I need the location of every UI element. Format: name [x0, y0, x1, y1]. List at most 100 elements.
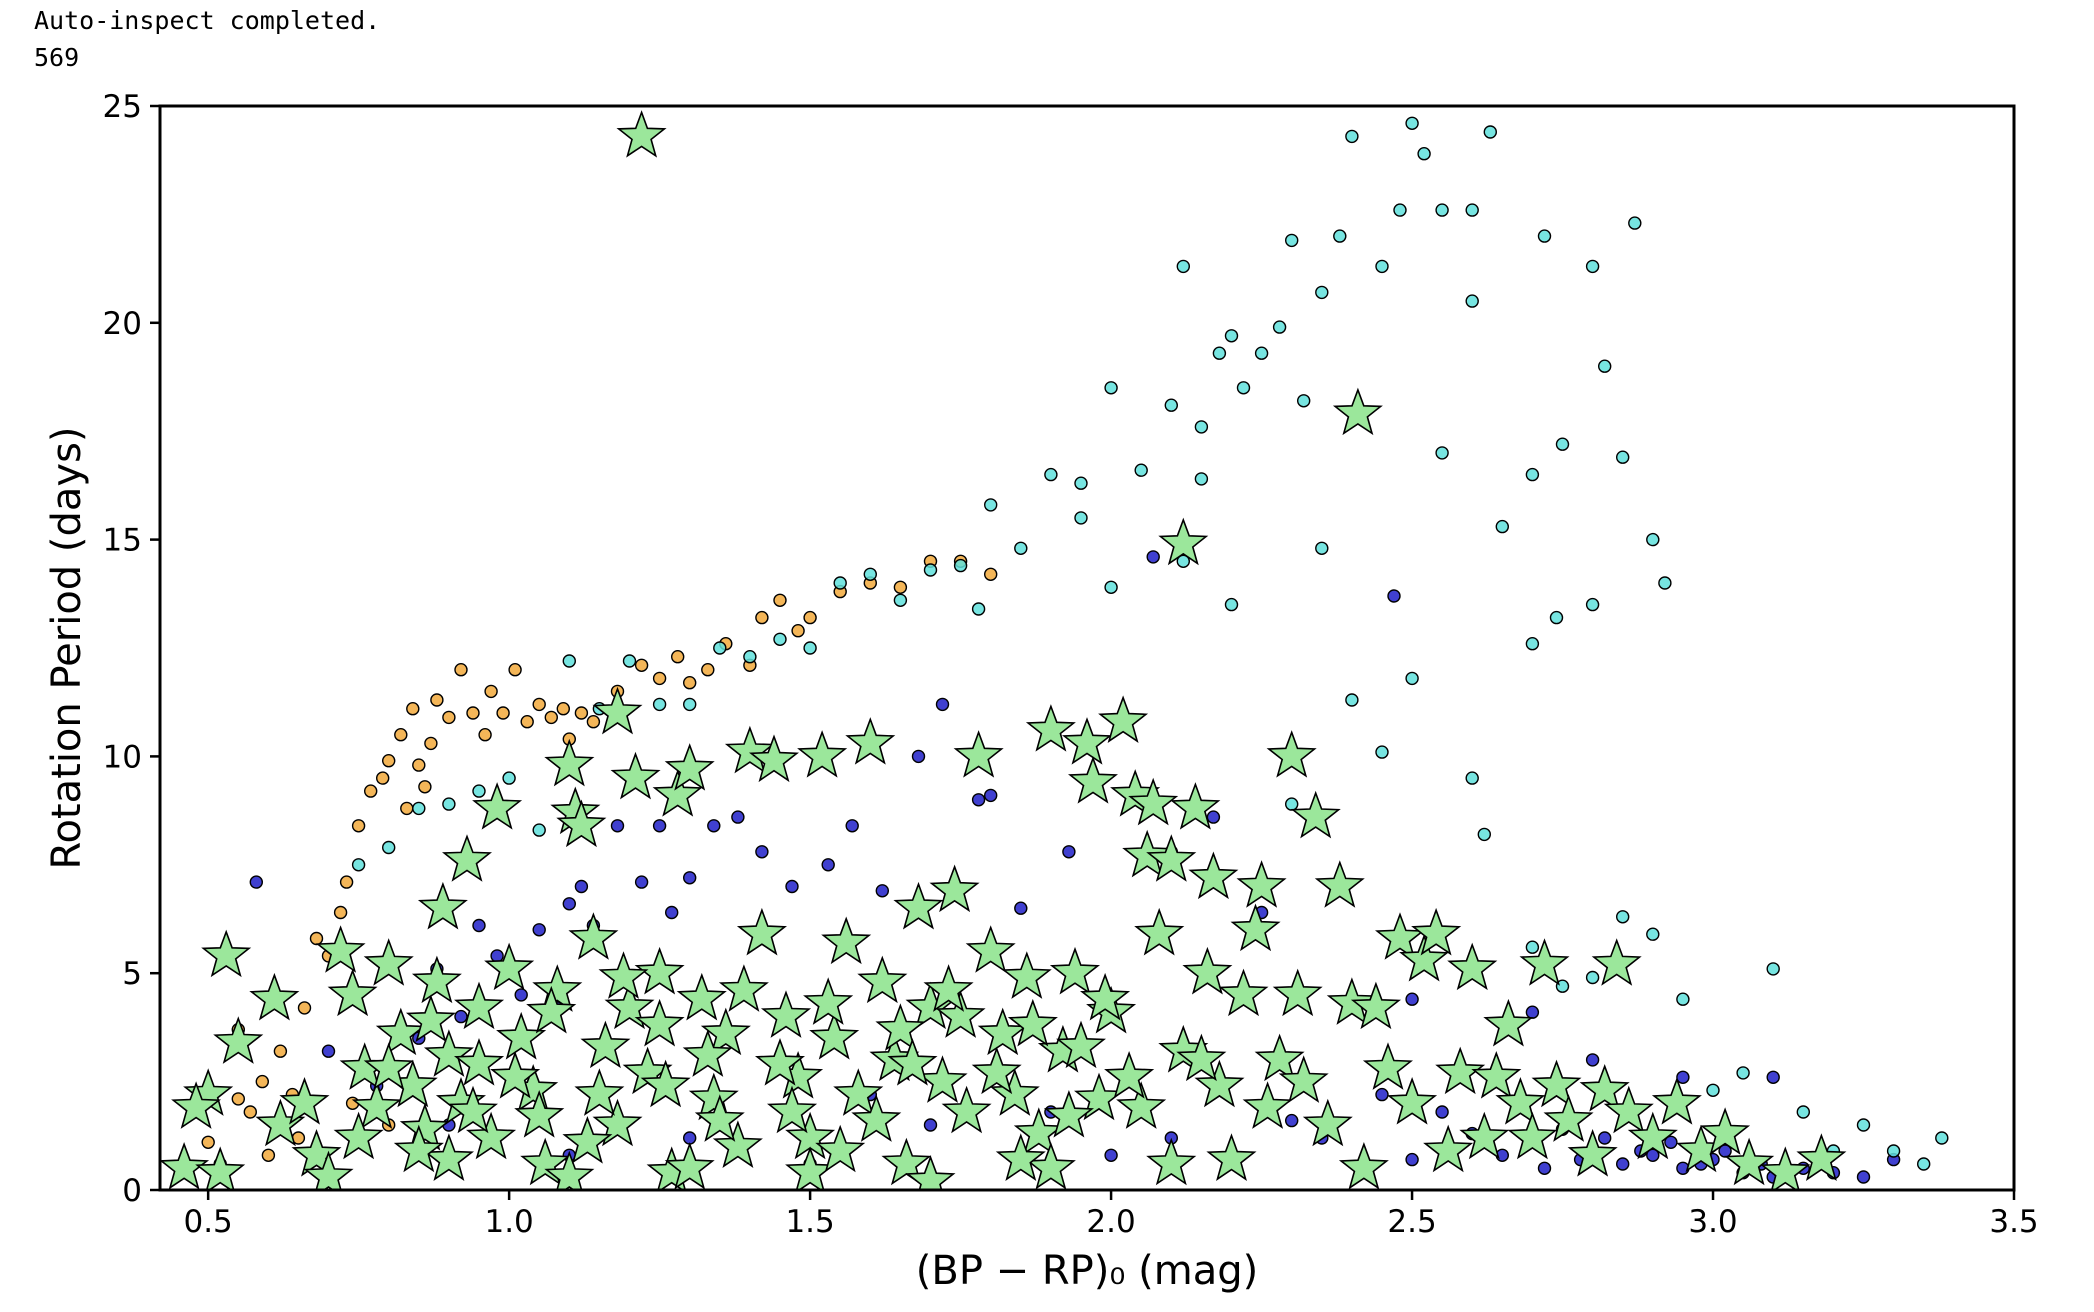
data-point-series-2	[1044, 467, 1058, 482]
star-point	[1158, 517, 1209, 566]
data-point-series-2	[1736, 1066, 1750, 1080]
x-axis: 0.5 1.0 1.5 2.0 2.5 3.0 3.5	[183, 1190, 2039, 1240]
data-point-series-2	[1646, 532, 1660, 547]
star-point	[604, 981, 655, 1030]
data-point-series-0	[785, 879, 799, 894]
star-point	[754, 1038, 806, 1086]
star-point	[1332, 387, 1383, 436]
star-point	[803, 977, 854, 1025]
star-point	[423, 1029, 475, 1077]
data-point-series-2	[1104, 580, 1118, 594]
data-point-series-1	[683, 676, 697, 690]
data-point-series-2	[1074, 511, 1088, 525]
star-point	[1049, 946, 1100, 995]
star-point	[1146, 834, 1197, 882]
star-point	[592, 686, 643, 735]
star-point	[453, 1037, 505, 1086]
star-point	[279, 1076, 330, 1125]
data-point-series-1	[376, 771, 390, 785]
star-point	[1128, 777, 1179, 826]
star-point	[1591, 938, 1642, 986]
data-point-series-2	[652, 697, 667, 712]
star-point	[1025, 1142, 1076, 1190]
data-point-series-2	[1916, 1157, 1931, 1171]
data-point-series-0	[1146, 550, 1160, 564]
data-point-series-2	[1465, 294, 1479, 308]
star-point	[1206, 1133, 1257, 1181]
data-point-series-2	[1236, 381, 1251, 395]
star-point	[1760, 1146, 1811, 1190]
data-point-series-2	[1549, 610, 1564, 625]
data-point-series-1	[574, 706, 589, 720]
data-point-series-2	[1194, 472, 1209, 486]
data-point-series-2	[1176, 554, 1191, 568]
plot-area	[160, 110, 1949, 1190]
star-point	[1122, 829, 1173, 878]
star-point	[1001, 951, 1052, 999]
data-point-series-2	[622, 654, 637, 668]
star-point	[1104, 1050, 1155, 1099]
data-point-series-2	[1224, 597, 1239, 612]
data-point-series-0	[935, 697, 950, 712]
star-point	[375, 1007, 426, 1056]
star-point	[568, 912, 619, 960]
star-point	[935, 990, 986, 1038]
star-point	[1350, 981, 1402, 1030]
data-point-series-2	[1597, 359, 1612, 373]
data-point-series-2	[1014, 541, 1028, 555]
star-point	[857, 955, 908, 1004]
star-point	[809, 1011, 860, 1060]
star-point	[664, 743, 715, 791]
star-point	[995, 1133, 1046, 1181]
data-point-series-1	[478, 728, 492, 742]
star-point	[652, 769, 703, 817]
star-point	[1146, 1137, 1197, 1186]
star-point	[454, 981, 505, 1030]
data-point-series-2	[1164, 398, 1179, 412]
data-point-series-1	[791, 624, 805, 638]
data-point-series-2	[1935, 1131, 1949, 1145]
data-point-series-2	[1417, 146, 1431, 161]
data-point-series-0	[1525, 1005, 1540, 1019]
star-point	[736, 907, 787, 956]
x-axis-label: (BP − RP)₀ (mag)	[916, 1248, 1258, 1294]
data-point-series-2	[1315, 541, 1329, 555]
data-point-series-2	[1856, 1118, 1871, 1132]
data-point-series-0	[683, 871, 697, 885]
star-point	[1043, 1089, 1094, 1138]
data-point-series-0	[821, 858, 835, 872]
data-point-series-1	[544, 710, 558, 725]
data-point-series-2	[1525, 467, 1540, 482]
star-point	[526, 985, 577, 1034]
axes-frame	[158, 104, 2016, 1192]
data-point-series-2	[1465, 771, 1479, 785]
star-point	[598, 951, 649, 999]
data-point-series-2	[1272, 320, 1287, 334]
star-point	[1603, 1085, 1654, 1134]
star-point	[1182, 946, 1233, 995]
star-point	[875, 1003, 926, 1051]
star-point	[917, 1055, 968, 1103]
star-point	[315, 925, 366, 973]
data-point-series-2	[1176, 259, 1191, 274]
data-point-series-2	[382, 840, 396, 855]
data-point-series-2	[803, 641, 817, 655]
data-point-series-2	[893, 593, 908, 607]
star-point	[724, 725, 775, 774]
data-point-series-2	[1375, 745, 1389, 759]
data-point-series-0	[875, 884, 889, 898]
data-point-series-2	[1525, 637, 1540, 651]
data-point-series-2	[1766, 962, 1780, 976]
data-point-series-1	[496, 706, 510, 720]
star-point	[1134, 907, 1185, 956]
star-point	[1519, 938, 1570, 986]
star-point	[291, 1129, 342, 1177]
star-point	[417, 881, 468, 930]
data-point-series-0	[1206, 810, 1221, 824]
star-point	[1278, 1055, 1329, 1103]
x-tick-label: 2.5	[1387, 1204, 1436, 1240]
star-point	[556, 799, 607, 848]
star-point	[405, 994, 456, 1043]
y-axis-label: Rotation Period (days)	[44, 426, 90, 869]
star-point	[484, 942, 535, 991]
